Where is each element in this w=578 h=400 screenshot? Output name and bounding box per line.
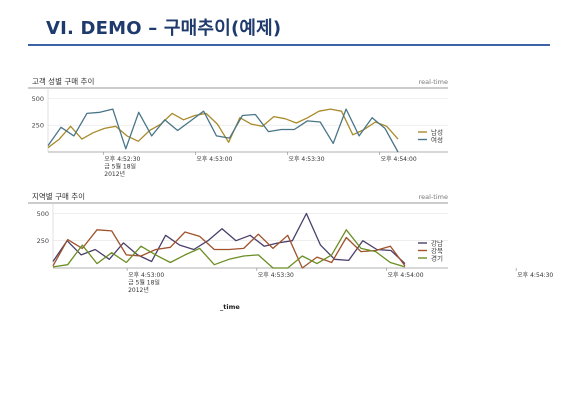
chart2-y-tick-label: 250 [37, 237, 49, 245]
chart2-legend-label: 강북 [431, 246, 443, 255]
slide-title: VI. DEMO – 구매추이(예제) [46, 18, 282, 39]
chart1-legend-label: 여성 [431, 135, 443, 144]
chart2-x-tick-label: 2012년 [128, 286, 149, 294]
chart1-x-tick-label: 오후 4:53:30 [288, 155, 324, 163]
chart1-meta: real-time [418, 78, 448, 86]
chart2-series-line-2 [52, 229, 406, 269]
chart1-x-tick-label: 2012년 [104, 170, 125, 178]
chart2-title: 지역별 구매 추이 [32, 192, 86, 201]
x-axis-field-label: _time [220, 303, 240, 311]
chart1-title: 고객 성별 구매 추이 [32, 77, 95, 86]
chart2-x-tick-label: 오후 4:54:00 [387, 271, 423, 279]
chart1-legend-label: 남성 [431, 127, 443, 136]
chart2-legend-label: 강남 [431, 238, 443, 247]
chart1-x-tick-label: 오후 4:53:00 [196, 155, 232, 163]
chart2-x-tick-label: 오후 4:54:30 [517, 271, 553, 279]
chart2-x-tick-label: 오후 4:53:00 [128, 271, 164, 279]
chart1-x-tick-label: 금 5월 18일 [104, 163, 136, 171]
chart2-x-tick-label: 오후 4:53:30 [258, 271, 294, 279]
chart1-series-line-1 [47, 108, 399, 149]
chart1-x-tick-label: 오후 4:54:00 [381, 155, 417, 163]
chart1-x-tick-label: 오후 4:52:30 [104, 155, 140, 163]
chart1-y-tick-label: 500 [32, 95, 44, 103]
chart2-x-tick-label: 금 5월 18일 [128, 279, 160, 287]
chart2-legend-label: 경기 [431, 253, 443, 262]
chart2-series-line-3 [52, 229, 406, 269]
chart2-series-line-1 [52, 212, 406, 265]
chart2-y-tick-label: 500 [37, 210, 49, 218]
chart1-y-tick-label: 250 [32, 122, 44, 130]
chart2-meta: real-time [418, 193, 448, 201]
title-divider [28, 44, 550, 46]
chart1-series-line-2 [47, 108, 399, 153]
